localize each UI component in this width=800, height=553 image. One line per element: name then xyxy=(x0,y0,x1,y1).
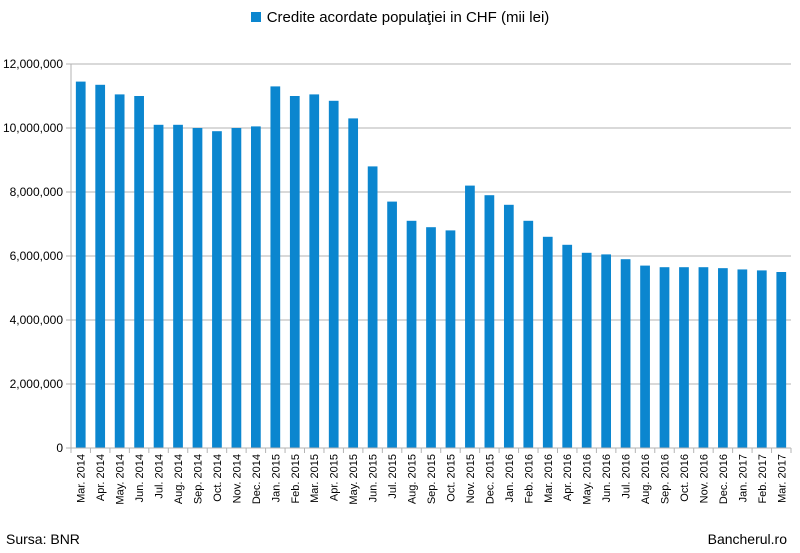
bar xyxy=(523,220,534,448)
bar xyxy=(192,128,203,448)
x-tick-label: Oct. 2016 xyxy=(679,454,691,502)
x-tick-label: Mar. 2017 xyxy=(776,454,788,503)
x-tick-label: Aug. 2014 xyxy=(173,454,185,504)
bar xyxy=(251,126,261,449)
legend-label: Credite acordate populaţiei in CHF (mii … xyxy=(266,9,550,26)
y-tick-label: 4,000,000 xyxy=(10,313,64,327)
bar xyxy=(328,100,339,449)
bar xyxy=(173,124,183,449)
x-tick-label: Jan. 2016 xyxy=(504,454,516,502)
x-tick-label: May. 2014 xyxy=(115,454,127,505)
x-tick-label: May. 2016 xyxy=(582,454,594,505)
x-tick-label: Apr. 2016 xyxy=(562,454,574,501)
bar xyxy=(562,244,573,448)
x-tick-label: Jul. 2015 xyxy=(387,454,399,499)
bar xyxy=(698,267,709,448)
source-note: Sursa: BNR xyxy=(6,531,80,547)
bar xyxy=(387,201,397,448)
bar xyxy=(153,124,164,449)
bar xyxy=(406,220,417,448)
bar xyxy=(231,128,242,448)
bar xyxy=(737,269,748,448)
y-tick-label: 10,000,000 xyxy=(3,121,63,135)
x-tick-label: Feb. 2016 xyxy=(523,454,535,504)
bar xyxy=(718,268,728,448)
bar xyxy=(679,267,689,448)
bar xyxy=(659,267,670,448)
bar xyxy=(465,185,475,448)
x-tick-label: Jan. 2017 xyxy=(737,454,749,502)
x-tick-label: Sep. 2015 xyxy=(426,454,438,504)
x-tick-label: Aug. 2016 xyxy=(640,454,652,504)
legend-swatch xyxy=(250,12,261,23)
x-tick-label: Dec. 2016 xyxy=(718,454,730,504)
bar xyxy=(601,254,611,448)
legend: Credite acordate populaţiei in CHF (mii … xyxy=(0,9,800,26)
x-tick-label: Oct. 2014 xyxy=(212,454,224,502)
bar xyxy=(445,230,456,448)
x-tick-label: Jul. 2014 xyxy=(154,454,166,499)
bars xyxy=(75,81,787,449)
x-tick-labels: Mar. 2014 Apr. 2014 May. 2014 Jun. 2014 Jul.… xyxy=(76,454,789,505)
y-tick-labels: 0 2,000,000 4,000,000 6,000,000 8,000,000 10,… xyxy=(3,57,63,455)
x-tick-label: Apr. 2014 xyxy=(95,454,107,501)
bar xyxy=(542,236,553,448)
x-tick-label: Feb. 2015 xyxy=(290,454,302,504)
y-tick-label: 2,000,000 xyxy=(10,377,64,391)
x-tick-label: Aug. 2015 xyxy=(407,454,419,504)
x-tick-label: Mar. 2014 xyxy=(76,454,88,503)
x-tick-label: May. 2015 xyxy=(348,454,360,505)
bar xyxy=(289,96,300,448)
brand-label: Bancherul.ro xyxy=(707,531,787,547)
bar xyxy=(367,166,378,448)
x-tick-label: Jan. 2015 xyxy=(270,454,282,502)
y-tick-label: 6,000,000 xyxy=(10,249,64,263)
bar xyxy=(348,118,359,449)
x-tick-label: Jun. 2014 xyxy=(134,454,146,502)
x-tick-label: Dec. 2014 xyxy=(251,454,263,504)
bar xyxy=(114,94,125,449)
y-tick-label: 8,000,000 xyxy=(10,185,64,199)
x-tick-label: Apr. 2015 xyxy=(329,454,341,501)
axes xyxy=(66,63,792,453)
y-tick-label: 0 xyxy=(56,441,63,455)
bar xyxy=(581,252,592,448)
y-tick-label: 12,000,000 xyxy=(3,57,63,71)
x-tick-label: Mar. 2015 xyxy=(309,454,321,503)
bar xyxy=(484,195,495,448)
x-tick-label: Mar. 2016 xyxy=(543,454,555,503)
x-tick-label: Oct. 2015 xyxy=(445,454,457,502)
bar xyxy=(270,86,281,449)
x-tick-label: Jun. 2015 xyxy=(368,454,380,502)
bar xyxy=(620,259,631,448)
bar xyxy=(212,131,222,448)
bar xyxy=(640,265,650,448)
bar xyxy=(503,204,514,448)
bar xyxy=(756,270,767,448)
bar xyxy=(309,94,320,449)
x-tick-label: Sep. 2014 xyxy=(192,454,204,504)
bar xyxy=(134,96,144,448)
bar xyxy=(75,81,86,448)
x-tick-label: Feb. 2017 xyxy=(757,454,769,504)
bar xyxy=(426,227,436,448)
x-tick-label: Jun. 2016 xyxy=(601,454,613,502)
x-tick-label: Dec. 2015 xyxy=(484,454,496,504)
bar xyxy=(95,84,106,449)
x-tick-label: Jul. 2016 xyxy=(621,454,633,499)
x-tick-label: Nov. 2016 xyxy=(698,454,710,503)
x-tick-label: Sep. 2016 xyxy=(660,454,672,504)
bar xyxy=(776,272,787,448)
x-tick-label: Nov. 2014 xyxy=(231,454,243,503)
x-tick-label: Nov. 2015 xyxy=(465,454,477,503)
